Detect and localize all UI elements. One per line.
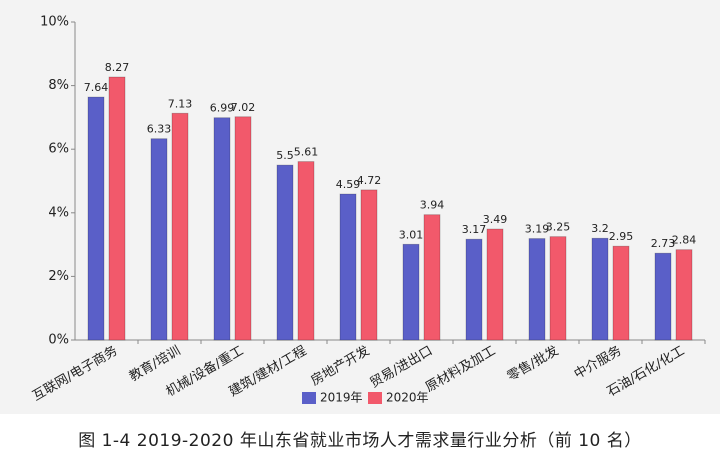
data-label: 5.61: [294, 146, 319, 159]
y-tick-label: 2%: [48, 269, 69, 284]
data-label: 2.84: [672, 234, 697, 247]
data-label: 3.19: [525, 223, 550, 236]
y-tick-label: 10%: [40, 15, 69, 30]
data-label: 4.59: [336, 178, 361, 191]
bar: [360, 189, 378, 341]
y-tick-label: 8%: [48, 78, 69, 93]
data-label: 2.73: [651, 237, 676, 250]
y-tick-label: 4%: [48, 205, 69, 220]
data-label: 8.27: [105, 61, 130, 74]
bar: [276, 164, 294, 341]
bar: [150, 138, 168, 341]
bar: [213, 117, 231, 341]
bar: [423, 214, 441, 341]
data-label: 5.5: [276, 149, 294, 162]
bar: [297, 161, 315, 341]
data-label: 3.01: [399, 228, 424, 241]
data-label: 3.49: [483, 213, 508, 226]
data-label: 7.64: [84, 81, 109, 94]
bar: [549, 236, 567, 341]
legend-swatch: [302, 392, 316, 404]
data-label: 3.17: [462, 223, 487, 236]
bar: [339, 193, 357, 341]
data-label: 3.2: [591, 222, 609, 235]
legend-label: 2019年: [320, 391, 363, 405]
data-label: 4.72: [357, 174, 382, 187]
data-label: 7.13: [168, 97, 193, 110]
bar: [486, 228, 504, 341]
legend-swatch: [368, 392, 382, 404]
bar: [528, 238, 546, 341]
data-label: 6.99: [210, 102, 235, 115]
data-label: 6.33: [147, 123, 172, 136]
data-label: 7.02: [231, 101, 256, 114]
y-tick-label: 6%: [48, 142, 69, 157]
data-label: 2.95: [609, 230, 634, 243]
bar: [402, 243, 420, 341]
data-label: 3.94: [420, 199, 445, 212]
bar: [591, 237, 609, 341]
caption: 图 1-4 2019-2020 年山东省就业市场人才需求量行业分析（前 10 名…: [78, 431, 642, 451]
legend-label: 2020年: [386, 391, 429, 405]
bar: [108, 76, 126, 341]
bar: [234, 116, 252, 341]
bar: [612, 245, 630, 341]
bar: [465, 238, 483, 341]
data-label: 3.25: [546, 221, 571, 234]
bar: [87, 96, 105, 341]
bar: [171, 112, 189, 341]
bar: [675, 249, 693, 341]
y-tick-label: 0%: [48, 333, 69, 348]
bar: [654, 252, 672, 341]
